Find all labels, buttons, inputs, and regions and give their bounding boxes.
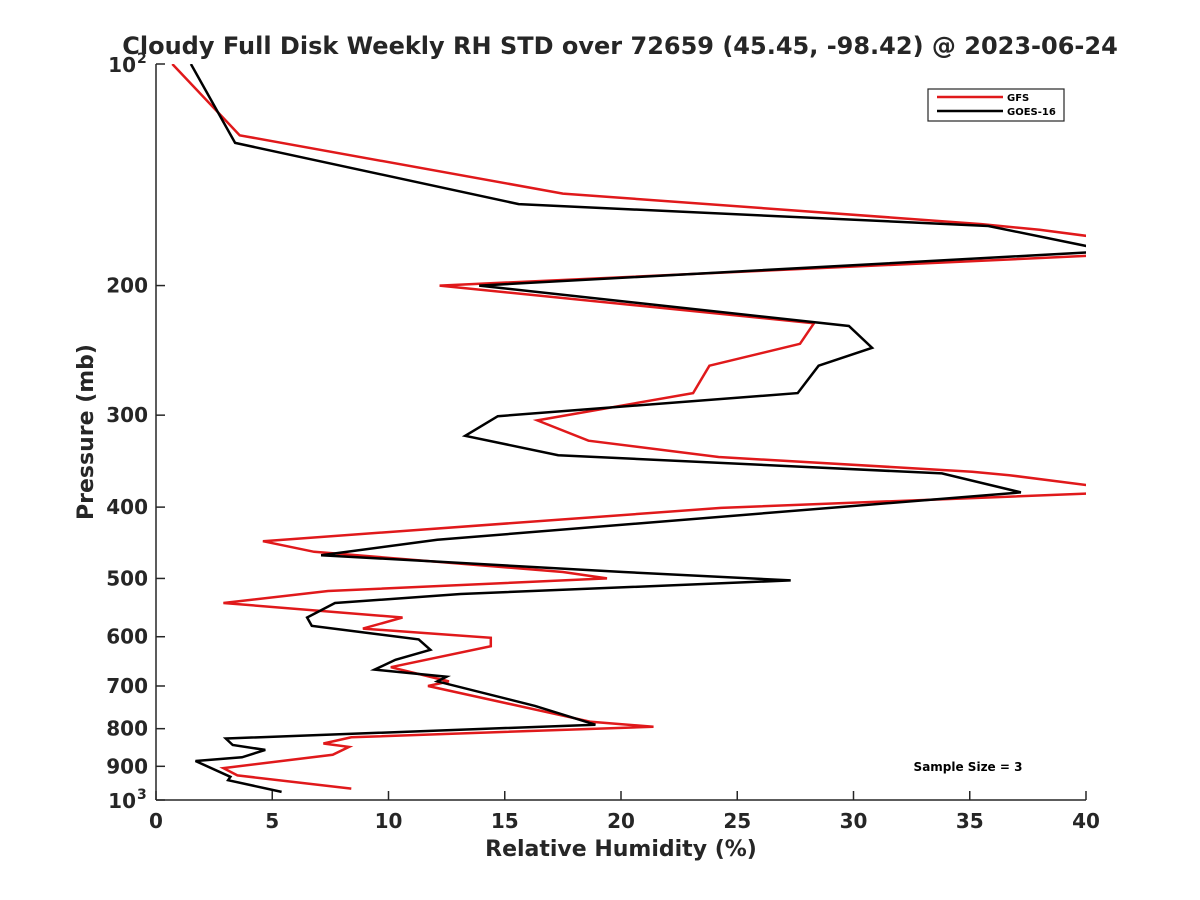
legend: GFS GOES-16 [927, 88, 1065, 122]
x-axis-label: Relative Humidity (%) [485, 837, 757, 862]
x-tick-label: 15 [491, 809, 519, 833]
y-tick-label-exponent: 2 [137, 51, 147, 67]
series-line-goes16 [189, 64, 1086, 794]
y-tick-label-power: 10 [108, 789, 136, 813]
y-tick-label: 700 [106, 674, 148, 698]
y-tick-label: 300 [106, 403, 148, 427]
y-tick-label: 500 [106, 566, 148, 590]
x-tick-label: 5 [265, 809, 279, 833]
y-tick-label: 200 [106, 274, 148, 298]
y-tick-label: 800 [106, 717, 148, 741]
y-tick-label: 400 [106, 495, 148, 519]
series-layer [171, 64, 1086, 794]
y-tick-label: 900 [106, 754, 148, 778]
y-axis-label: Pressure (mb) [74, 344, 99, 520]
x-tick-label: 35 [956, 809, 984, 833]
x-tick-label: 40 [1072, 809, 1100, 833]
legend-box [927, 88, 1065, 122]
y-tick-label-exponent: 3 [137, 787, 147, 803]
x-tick-label: 10 [375, 809, 403, 833]
legend-label-gfs: GFS [1007, 93, 1029, 104]
chart-title: Cloudy Full Disk Weekly RH STD over 7265… [122, 32, 1118, 60]
x-ticks: 0 5 10 15 20 25 30 35 40 [149, 791, 1100, 833]
x-tick-label: 0 [149, 809, 163, 833]
y-tick-label: 600 [106, 625, 148, 649]
legend-label-goes16: GOES-16 [1007, 107, 1056, 118]
x-tick-label: 20 [607, 809, 635, 833]
x-tick-label: 30 [840, 809, 868, 833]
y-tick-label-power: 10 [108, 53, 136, 77]
sample-size-annotation: Sample Size = 3 [914, 760, 1023, 774]
x-tick-label: 25 [723, 809, 751, 833]
